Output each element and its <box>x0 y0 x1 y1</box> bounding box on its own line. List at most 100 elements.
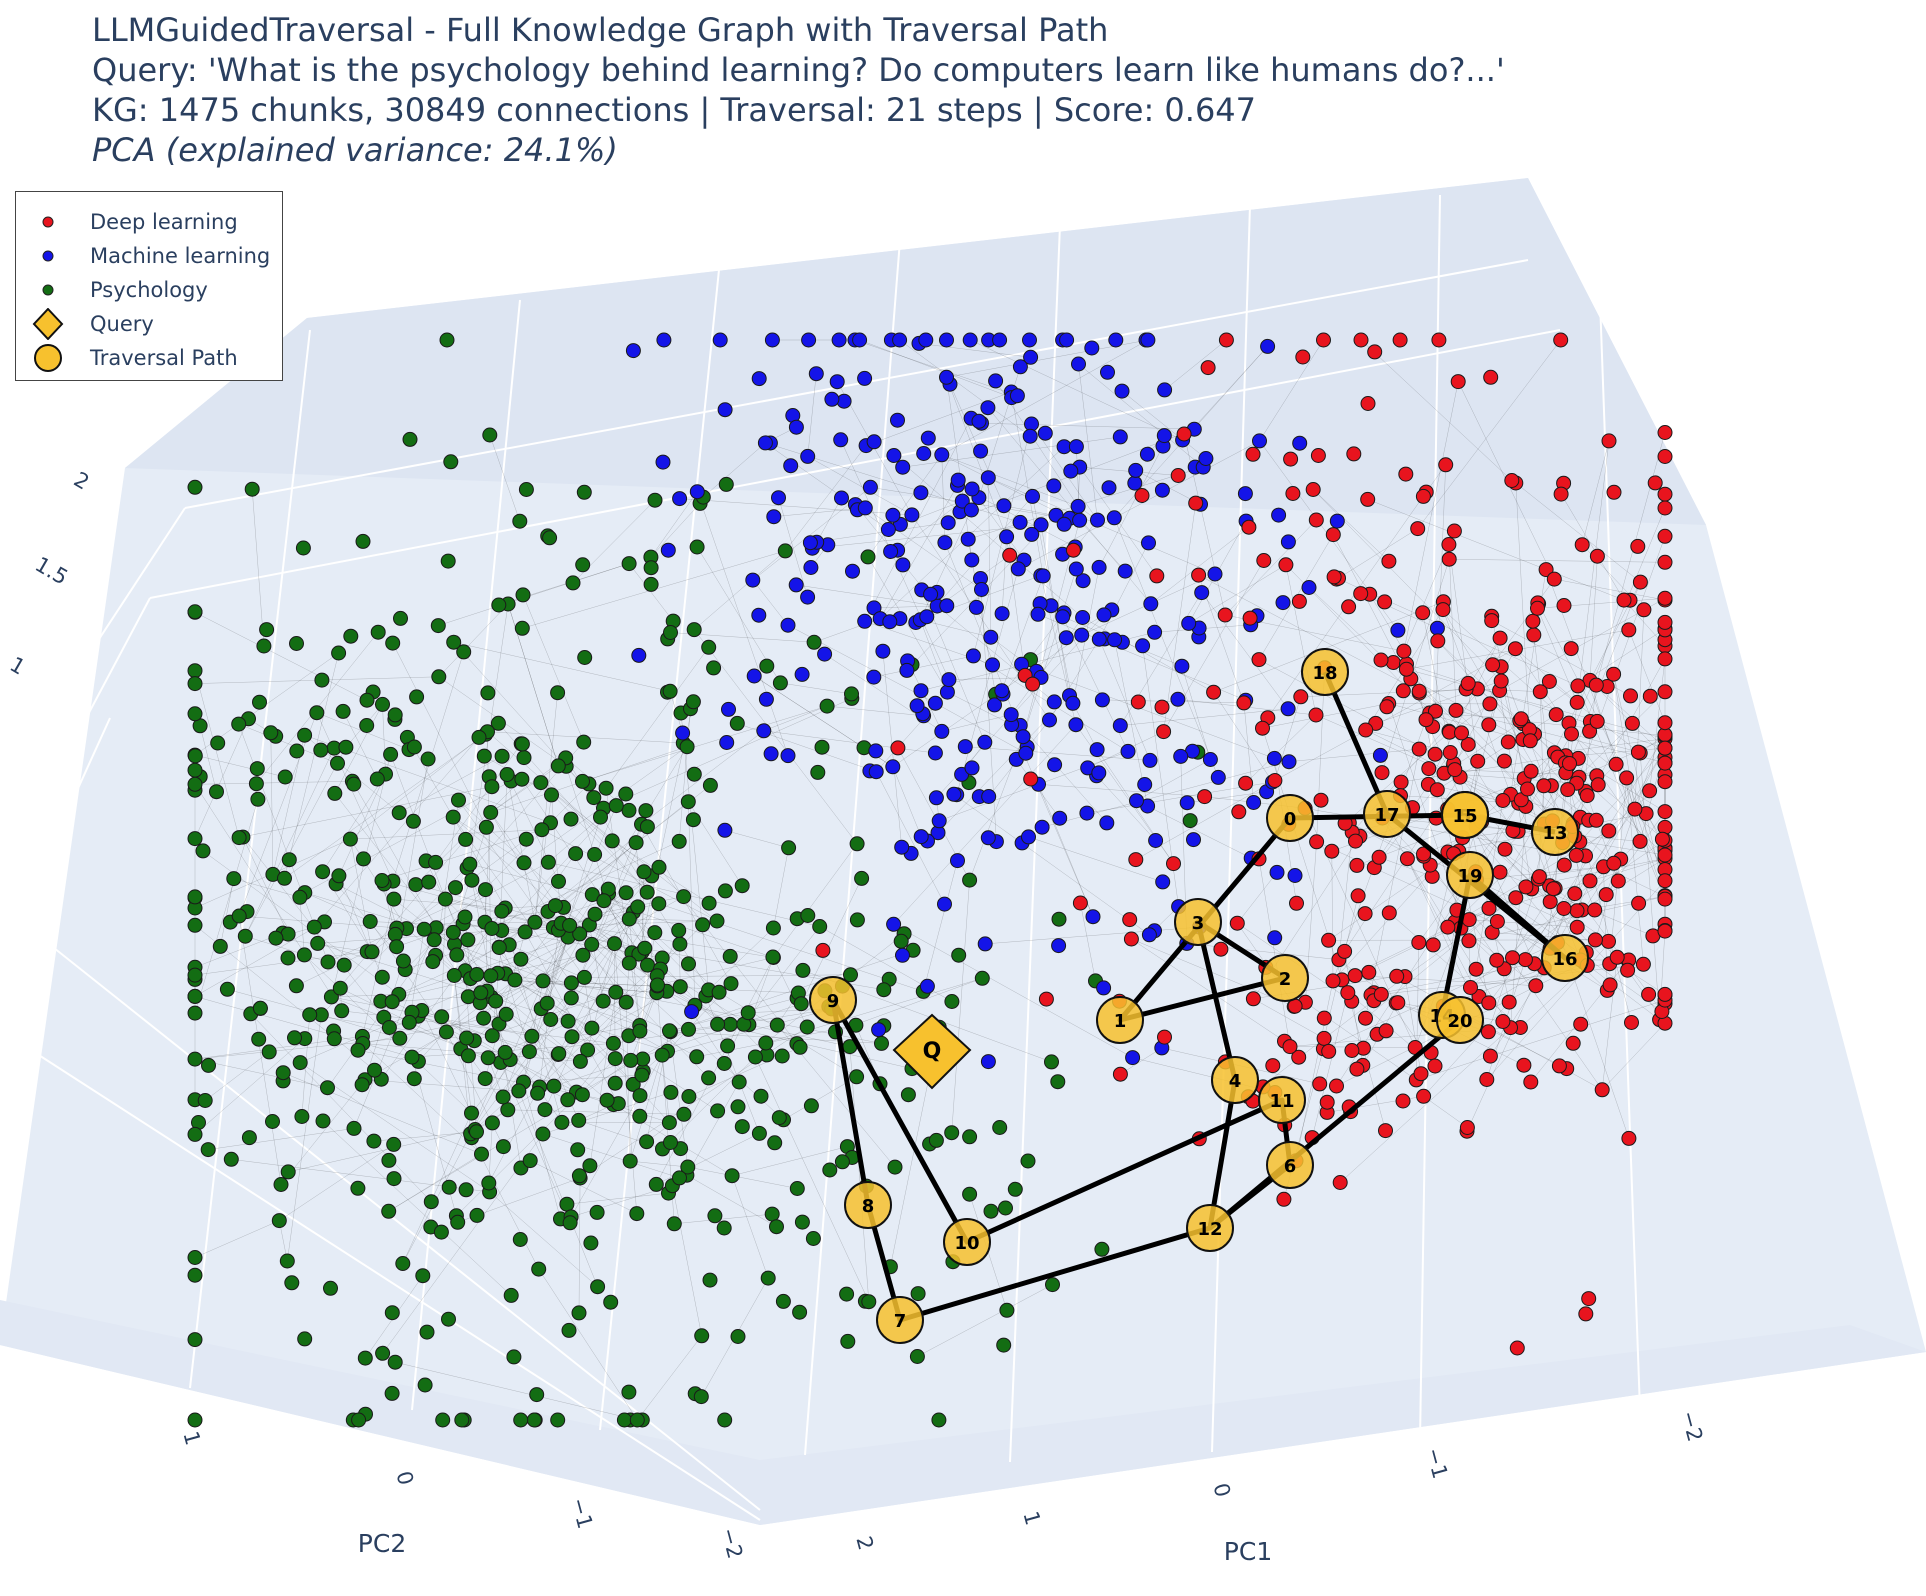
node-psychology <box>618 885 634 901</box>
traversal-node-12[interactable]: 12 <box>1186 1204 1234 1252</box>
node-deep-learning <box>1546 571 1562 587</box>
node-deep-learning <box>1632 833 1648 849</box>
node-machine-learning <box>1210 769 1226 785</box>
series-machine-learning[interactable] <box>625 332 1445 1070</box>
node-psychology <box>730 1099 746 1115</box>
traversal-node-15[interactable]: 15 <box>1441 791 1489 839</box>
node-psychology <box>419 1324 435 1340</box>
traversal-node-16[interactable]: 16 <box>1541 934 1589 982</box>
node-machine-learning <box>965 648 981 664</box>
node-psychology <box>450 1214 466 1230</box>
legend-item-machine-learning[interactable]: Machine learning <box>16 240 282 272</box>
node-psychology <box>527 914 543 930</box>
node-psychology <box>928 1132 944 1148</box>
node-psychology <box>327 785 343 801</box>
node-machine-learning <box>963 502 979 518</box>
traversal-node-10[interactable]: 10 <box>943 1218 991 1266</box>
node-machine-learning <box>939 332 954 348</box>
node-psychology <box>381 1203 397 1219</box>
node-psychology <box>381 1152 397 1168</box>
node-deep-learning <box>1251 652 1267 668</box>
node-machine-learning <box>1112 429 1128 445</box>
tick-label: −1 <box>566 1495 597 1531</box>
legend-item-deep-learning[interactable]: Deep learning <box>16 206 282 238</box>
traversal-node-1[interactable]: 1 <box>1096 996 1144 1044</box>
node-psychology <box>405 813 421 829</box>
node-machine-learning <box>756 723 772 739</box>
node-deep-learning <box>1295 349 1311 365</box>
chart-stats-line: KG: 1475 chunks, 30849 connections | Tra… <box>92 91 1257 129</box>
node-psychology <box>302 1007 318 1023</box>
traversal-node-20[interactable]: 20 <box>1436 996 1484 1044</box>
node-psychology <box>571 1112 587 1128</box>
query-marker[interactable]: Q <box>892 1013 972 1090</box>
traversal-node-label: 20 <box>1447 1011 1472 1032</box>
node-deep-learning <box>815 942 831 958</box>
node-psychology <box>265 1114 280 1129</box>
traversal-node-9[interactable]: 9 <box>809 976 857 1024</box>
node-deep-learning <box>1353 332 1369 348</box>
node-deep-learning <box>1657 715 1673 731</box>
node-deep-learning <box>1305 482 1321 497</box>
legend[interactable]: Deep learning Machine learning Psycholog… <box>15 191 283 381</box>
traversal-node-11[interactable]: 11 <box>1258 1076 1306 1124</box>
node-psychology <box>767 1135 783 1151</box>
node-psychology <box>483 805 499 820</box>
node-psychology <box>386 1136 402 1152</box>
node-psychology <box>716 1220 732 1236</box>
node-machine-learning <box>886 448 902 463</box>
node-psychology <box>478 819 494 835</box>
node-deep-learning <box>1325 973 1341 989</box>
node-psychology <box>676 889 692 905</box>
node-machine-learning <box>1267 930 1283 946</box>
legend-item-traversal-path[interactable]: Traversal Path <box>16 342 282 374</box>
legend-circle-icon <box>42 216 54 228</box>
traversal-node-19[interactable]: 19 <box>1446 851 1494 899</box>
node-psychology <box>384 994 400 1010</box>
legend-item-psychology[interactable]: Psychology <box>16 274 282 306</box>
node-deep-learning <box>1657 425 1673 440</box>
node-machine-learning <box>1012 359 1028 375</box>
traversal-node-label: 12 <box>1197 1219 1222 1240</box>
node-deep-learning <box>1324 843 1340 859</box>
series-psychology[interactable] <box>187 332 1206 1428</box>
node-psychology <box>370 624 386 640</box>
node-psychology <box>622 1153 638 1169</box>
node-psychology <box>237 928 253 944</box>
node-psychology <box>338 739 354 755</box>
legend-item-query[interactable]: Query <box>16 308 282 340</box>
traversal-node-18[interactable]: 18 <box>1301 648 1349 696</box>
node-deep-learning <box>1522 733 1538 749</box>
node-machine-learning <box>1148 833 1164 848</box>
traversal-node-7[interactable]: 7 <box>876 1296 924 1344</box>
node-psychology <box>500 1102 516 1118</box>
node-psychology <box>187 776 203 792</box>
traversal-node-0[interactable]: 0 <box>1266 794 1314 842</box>
node-psychology <box>543 1012 559 1027</box>
node-psychology <box>681 1021 696 1037</box>
traversal-node-17[interactable]: 17 <box>1363 790 1411 838</box>
traversal-node-2[interactable]: 2 <box>1261 954 1309 1002</box>
node-machine-learning <box>672 491 688 507</box>
node-deep-learning <box>1590 777 1606 793</box>
node-machine-learning <box>712 332 728 348</box>
node-machine-learning <box>904 507 920 523</box>
node-psychology <box>409 689 425 705</box>
node-psychology <box>944 1125 960 1141</box>
node-psychology <box>772 675 788 691</box>
node-machine-learning <box>721 701 736 717</box>
traversal-node-8[interactable]: 8 <box>844 1181 892 1229</box>
tick-label: −1 <box>1421 1445 1452 1481</box>
node-psychology <box>584 936 600 952</box>
chart-pca-line: PCA (explained variance: 24.1%) <box>92 131 618 169</box>
node-psychology <box>759 658 775 674</box>
traversal-node-4[interactable]: 4 <box>1211 1056 1259 1104</box>
traversal-node-13[interactable]: 13 <box>1531 808 1579 856</box>
node-deep-learning <box>1581 1291 1597 1307</box>
traversal-node-6[interactable]: 6 <box>1266 1141 1314 1189</box>
node-psychology <box>962 1186 978 1202</box>
traversal-path-nodes[interactable]: 01234567891011121314151617181920 <box>809 648 1589 1344</box>
traversal-node-3[interactable]: 3 <box>1174 898 1222 946</box>
node-psychology <box>446 634 462 650</box>
